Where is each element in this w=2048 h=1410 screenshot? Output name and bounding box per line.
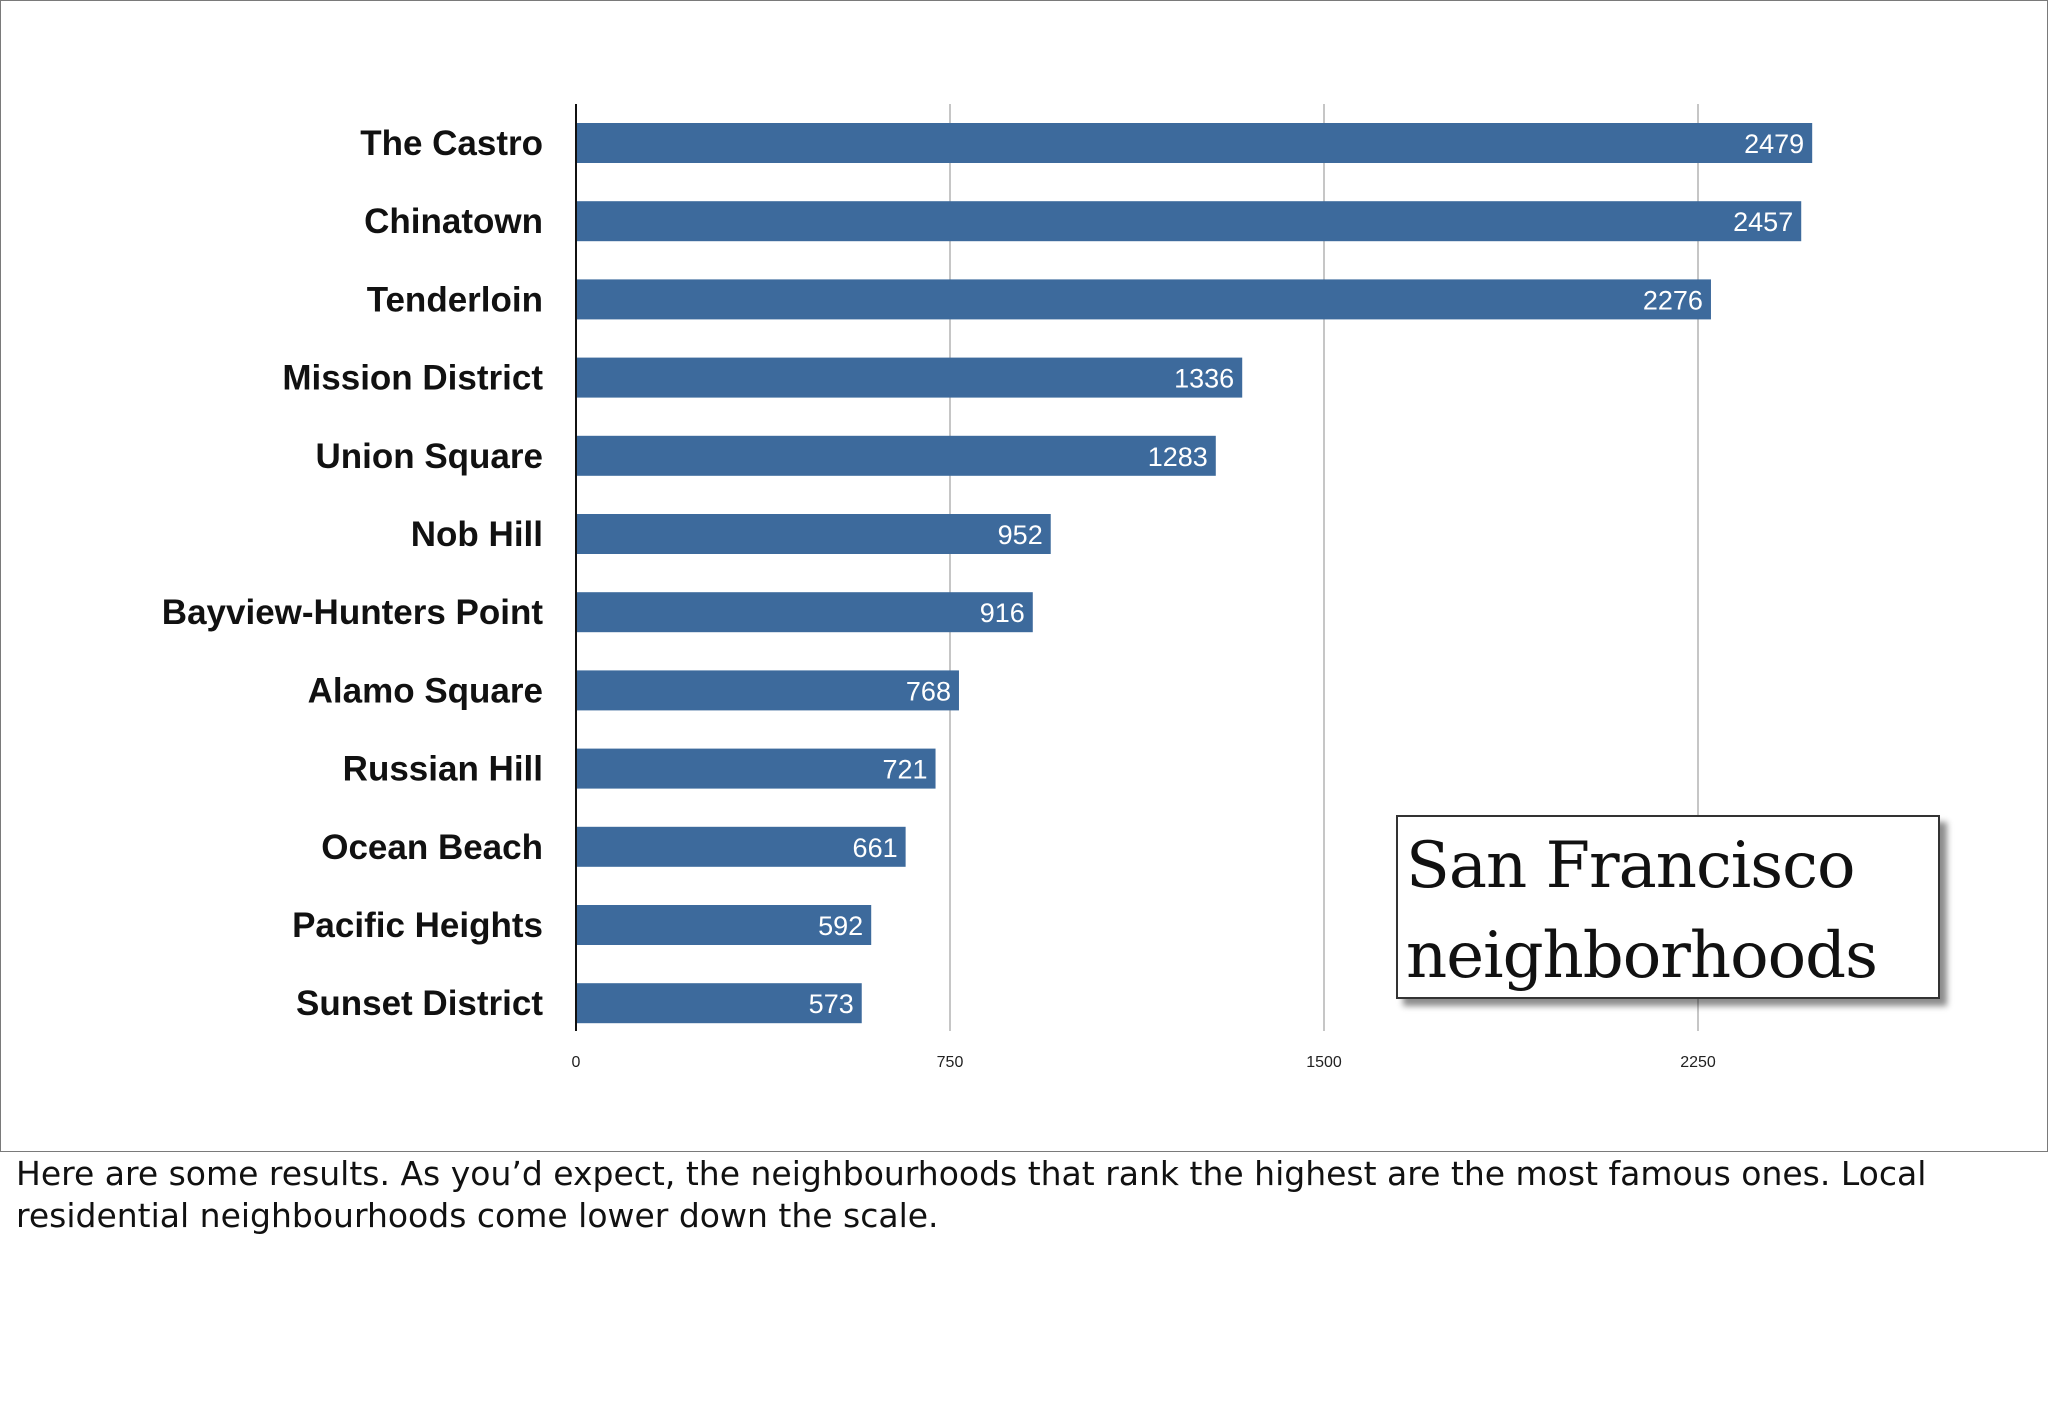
bar-chart: 2479 2457 2276 1336 1283 952 916 768 721 661 592 57… (162, 104, 1813, 1071)
bar (576, 670, 959, 711)
bar (576, 435, 1216, 476)
bars: 2479 2457 2276 1336 1283 952 916 768 721 661 592 57… (576, 123, 1813, 1024)
bar (576, 983, 862, 1024)
x-tick-label: 750 (937, 1054, 964, 1071)
bar (576, 279, 1711, 320)
bar (576, 201, 1802, 242)
bar (576, 123, 1813, 163)
category-label: Pacific Heights (292, 906, 543, 945)
category-label: Tenderloin (367, 280, 543, 319)
category-label: Sunset District (296, 984, 543, 1023)
bar-value-label: 2276 (1643, 285, 1703, 315)
category-label: Bayview-Hunters Point (162, 593, 544, 632)
bar (576, 905, 872, 945)
category-label: Ocean Beach (321, 828, 543, 867)
bar (576, 826, 906, 867)
bar-value-label: 721 (882, 755, 927, 785)
x-tick-label: 0 (572, 1054, 581, 1071)
category-label: The Castro (360, 124, 543, 163)
bar-value-label: 952 (998, 520, 1043, 550)
speaker-notes-caption: Here are some results. As you’d expect, … (16, 1154, 1927, 1235)
bar-value-label: 916 (980, 598, 1025, 628)
bar-value-label: 768 (906, 676, 951, 706)
bar-value-label: 1283 (1148, 442, 1208, 472)
category-label: Chinatown (364, 202, 543, 241)
bar-value-label: 1336 (1174, 364, 1234, 394)
bar (576, 357, 1243, 398)
bar-value-label: 661 (853, 833, 898, 863)
bar-value-label: 2479 (1744, 129, 1804, 159)
category-label: Union Square (315, 437, 543, 476)
bar (576, 514, 1051, 554)
x-tick-label: 2250 (1680, 1054, 1716, 1071)
category-label: Alamo Square (308, 671, 543, 710)
bar-value-label: 573 (809, 989, 854, 1019)
category-label: Russian Hill (343, 750, 543, 789)
x-tick-label: 1500 (1306, 1054, 1342, 1071)
slide: 2479 2457 2276 1336 1283 952 916 768 721 661 592 57… (0, 0, 2048, 1152)
axes: 0 750 1500 2250 The Castro Chinatown Tenderloi… (162, 104, 1716, 1071)
bar (576, 748, 936, 789)
category-label: Mission District (282, 359, 543, 398)
bar-value-label: 2457 (1733, 207, 1793, 237)
bar (576, 592, 1033, 633)
chart-title: San Francisco neighborhoods (1406, 829, 1878, 993)
chart-title-box: San Francisco neighborhoods (1396, 815, 1940, 999)
category-label: Nob Hill (411, 515, 543, 554)
bar-value-label: 592 (818, 911, 863, 941)
